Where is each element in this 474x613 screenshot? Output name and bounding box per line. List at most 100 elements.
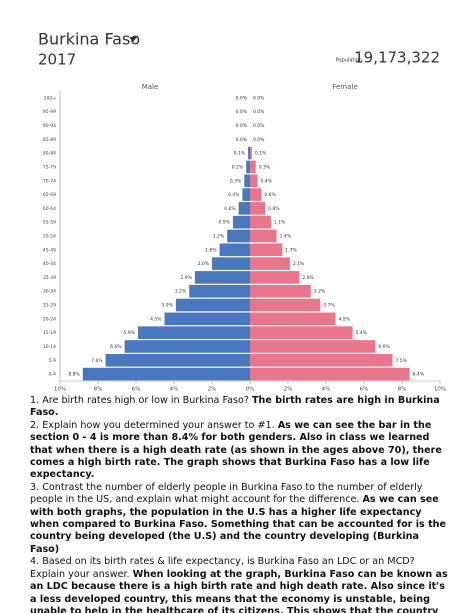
value-label: 0.0%	[253, 123, 265, 129]
male-label: Male	[142, 83, 159, 91]
value-label: 0.6%	[264, 192, 276, 198]
age-label: 0-4	[49, 372, 56, 378]
value-label: 1.4%	[280, 234, 292, 240]
value-label: 6.6%	[378, 344, 390, 350]
age-label: 10-14	[43, 344, 56, 350]
female-bar	[250, 340, 376, 353]
male-bar	[232, 215, 250, 229]
male-bar	[244, 174, 250, 188]
female-bar	[250, 160, 256, 174]
value-label: 8.4%	[413, 372, 425, 378]
population: 19,173,322	[354, 49, 440, 67]
value-label: 2.1%	[293, 261, 305, 267]
country-title: Burkina Faso	[38, 30, 140, 49]
question: 4. Based on its birth rates & life expec…	[30, 556, 415, 580]
age-label: 5-9	[49, 358, 56, 364]
value-label: 2.0%	[198, 261, 210, 267]
value-label: 0.0%	[253, 109, 265, 115]
value-label: 0.0%	[236, 109, 248, 115]
male-bar	[164, 312, 250, 326]
x-tick-label: 10%	[54, 387, 66, 393]
value-label: 0.0%	[253, 95, 265, 101]
female-bar	[250, 243, 283, 257]
value-label: 0.1%	[234, 151, 246, 157]
female-bar	[250, 298, 321, 312]
value-label: 3.7%	[323, 303, 335, 309]
male-bar	[219, 243, 250, 257]
male-bar	[238, 202, 250, 215]
value-label: 6.6%	[110, 344, 122, 350]
age-label: 80-84	[43, 151, 56, 157]
value-label: 8.8%	[68, 372, 80, 378]
value-label: 7.6%	[91, 358, 103, 364]
value-label: 3.2%	[314, 289, 326, 295]
male-bar	[242, 188, 250, 201]
x-tick-label: 4%	[322, 387, 331, 393]
year: 2017	[38, 51, 76, 69]
answer: The birth rates are high in Burkina Faso…	[30, 395, 440, 419]
x-tick-label: 2%	[284, 387, 293, 393]
value-label: 0.9%	[218, 220, 230, 226]
male-bar	[124, 340, 250, 353]
age-label: 30-34	[43, 289, 56, 295]
value-label: 0.0%	[236, 123, 248, 129]
female-bar	[250, 215, 271, 229]
dropdown-icon[interactable]	[129, 37, 137, 42]
male-bar	[137, 326, 250, 339]
value-label: 2.9%	[180, 275, 192, 281]
answer: As we can see with both graphs, the popu…	[30, 494, 446, 555]
chart: Burkina Faso 2017 Population 19,173,322 …	[38, 30, 446, 393]
female-bar	[250, 312, 336, 326]
question-item: 1. Are birth rates high or low in Burkin…	[30, 395, 450, 420]
x-tick-label: 10%	[434, 387, 446, 393]
male-bar	[248, 146, 250, 160]
x-tick-label: 8%	[94, 387, 103, 393]
population-label: Population	[336, 58, 362, 64]
female-bar	[250, 202, 266, 215]
value-label: 0.4%	[261, 178, 273, 184]
value-label: 3.9%	[161, 303, 173, 309]
value-label: 3.2%	[175, 289, 187, 295]
question: 3. Contrast the number of elderly people…	[30, 481, 423, 506]
value-label: 0.0%	[236, 137, 248, 143]
value-label: 0.0%	[236, 95, 248, 101]
question: 2. Explain how you determined your answe…	[30, 419, 275, 431]
x-tick-label: 4%	[170, 387, 179, 393]
question-item: 3. Contrast the number of elderly people…	[30, 482, 450, 556]
male-bar	[175, 298, 250, 312]
question-item: 2. Explain how you determined your answe…	[30, 420, 450, 482]
value-label: 0.8%	[268, 206, 280, 212]
age-label: 100+	[44, 95, 57, 101]
female-bar	[250, 367, 410, 381]
value-label: 1.2%	[213, 234, 225, 240]
female-bar	[250, 353, 393, 367]
female-bar	[250, 146, 252, 160]
x-tick-label: 8%	[398, 387, 407, 393]
age-label: 95-99	[43, 109, 56, 115]
male-bar	[189, 284, 250, 298]
value-label: 0.4%	[228, 192, 240, 198]
questions: 1. Are birth rates high or low in Burkin…	[30, 395, 450, 613]
age-label: 45-49	[43, 247, 56, 253]
age-label: 15-19	[43, 330, 56, 336]
female-bar	[250, 284, 311, 298]
male-bar	[212, 257, 250, 270]
age-label: 55-59	[43, 220, 56, 226]
female-bar	[250, 326, 353, 339]
value-label: 1.6%	[205, 247, 217, 253]
female-bar	[250, 188, 262, 201]
age-label: 60-64	[43, 206, 56, 212]
age-label: 65-69	[43, 192, 56, 198]
value-label: 0.2%	[232, 164, 244, 170]
female-bar	[250, 229, 277, 243]
x-tick-label: 6%	[132, 387, 141, 393]
value-label: 0.3%	[230, 178, 242, 184]
value-label: 0.6%	[224, 206, 236, 212]
female-bar	[250, 257, 290, 270]
age-label: 75-79	[43, 164, 56, 170]
value-label: 2.6%	[302, 275, 314, 281]
age-label: 90-94	[43, 123, 56, 129]
value-label: 5.4%	[356, 330, 368, 336]
answer: As we can see the bar in the section 0 -…	[30, 419, 442, 481]
value-label: 4.5%	[339, 316, 351, 322]
